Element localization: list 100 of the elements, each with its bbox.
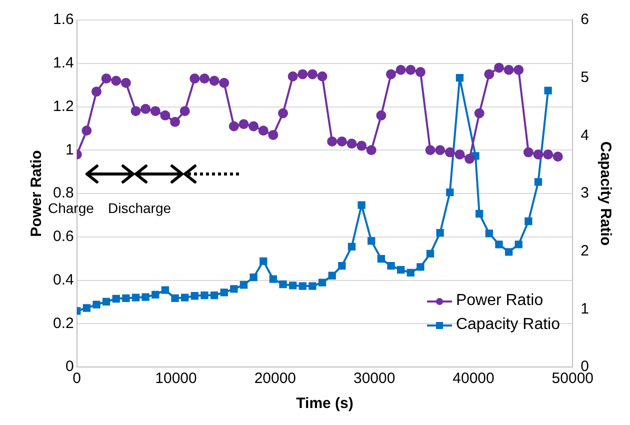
point [318, 278, 326, 286]
point [396, 64, 406, 75]
point [346, 138, 357, 149]
point [476, 210, 484, 218]
y2-tick-label: 6 [580, 11, 589, 28]
point [152, 290, 160, 299]
point [552, 152, 563, 162]
point [504, 248, 513, 256]
annotation: Charge [48, 200, 94, 216]
point [91, 86, 102, 97]
point [533, 149, 544, 160]
y-tick-label: 1 [66, 141, 74, 158]
point [219, 78, 230, 88]
y-tick-label: 0.6 [52, 228, 74, 246]
point [230, 285, 238, 293]
legend-label: Capacity Ratio [456, 315, 560, 335]
point [150, 106, 160, 116]
point [171, 294, 179, 302]
point [82, 304, 90, 312]
point [338, 262, 346, 270]
point [92, 300, 100, 308]
point [416, 263, 424, 271]
x-tick-label: 40000 [452, 370, 494, 388]
point [524, 217, 532, 226]
y-tick-label: 1.4 [52, 54, 74, 72]
annotation: Discharge [108, 200, 172, 216]
point [308, 282, 316, 290]
x-tick-label: 20000 [254, 370, 296, 388]
y2-axis-title: Capacity Ratio [596, 141, 614, 246]
y2-tick-label: 4 [580, 126, 589, 144]
point [200, 291, 208, 300]
x-tick-label: 10000 [155, 370, 197, 388]
point [160, 110, 170, 120]
point [180, 106, 190, 116]
point [82, 126, 92, 136]
point [161, 286, 170, 294]
point [534, 178, 542, 186]
point [446, 188, 454, 196]
point [209, 76, 220, 86]
point [288, 282, 297, 290]
point [544, 86, 552, 94]
point [485, 230, 493, 238]
point [111, 76, 122, 86]
x-axis-title: Time (s) [296, 395, 354, 412]
y2-tick-label: 1 [580, 300, 589, 318]
point [101, 74, 112, 84]
point [240, 281, 248, 289]
point [425, 145, 436, 156]
point [444, 147, 455, 158]
point [377, 255, 386, 263]
point [130, 106, 141, 116]
y2-tick-label: 5 [580, 68, 589, 86]
point [120, 78, 131, 88]
point [238, 119, 249, 130]
point [435, 145, 446, 156]
point [269, 275, 278, 283]
point [181, 294, 189, 302]
y-axis-title: Power Ratio [28, 150, 46, 237]
point [415, 67, 426, 78]
point [387, 262, 395, 270]
point [348, 242, 356, 251]
y2-tick-label: 2 [580, 242, 589, 260]
point [386, 69, 396, 80]
point [504, 64, 514, 75]
point [474, 108, 484, 118]
point [464, 154, 475, 164]
point [210, 291, 218, 300]
point [543, 149, 554, 160]
point [328, 272, 336, 280]
point [494, 62, 504, 73]
point [406, 268, 414, 277]
point [456, 74, 464, 82]
y-tick-label: 1.6 [52, 11, 74, 28]
point [356, 140, 367, 151]
point [268, 130, 278, 140]
point [484, 69, 494, 80]
point [514, 240, 522, 248]
point [102, 298, 110, 306]
point [278, 108, 288, 118]
point [358, 201, 366, 209]
y-tick-label: 0 [66, 358, 74, 376]
point [279, 280, 287, 288]
y-tick-label: 0.8 [52, 184, 74, 202]
point [298, 282, 306, 290]
point [288, 71, 298, 82]
y-tick-label: 1.2 [52, 98, 74, 115]
point [523, 147, 534, 158]
point [426, 250, 434, 258]
point [190, 74, 200, 84]
point [396, 266, 405, 274]
y-tick-label: 0.2 [52, 314, 74, 332]
point [260, 257, 268, 265]
legend-label: Power Ratio [456, 291, 544, 311]
point [199, 74, 210, 84]
point [248, 121, 259, 132]
point [514, 64, 524, 75]
point [220, 288, 228, 296]
point [495, 240, 503, 248]
point [436, 229, 444, 237]
point [228, 121, 239, 132]
